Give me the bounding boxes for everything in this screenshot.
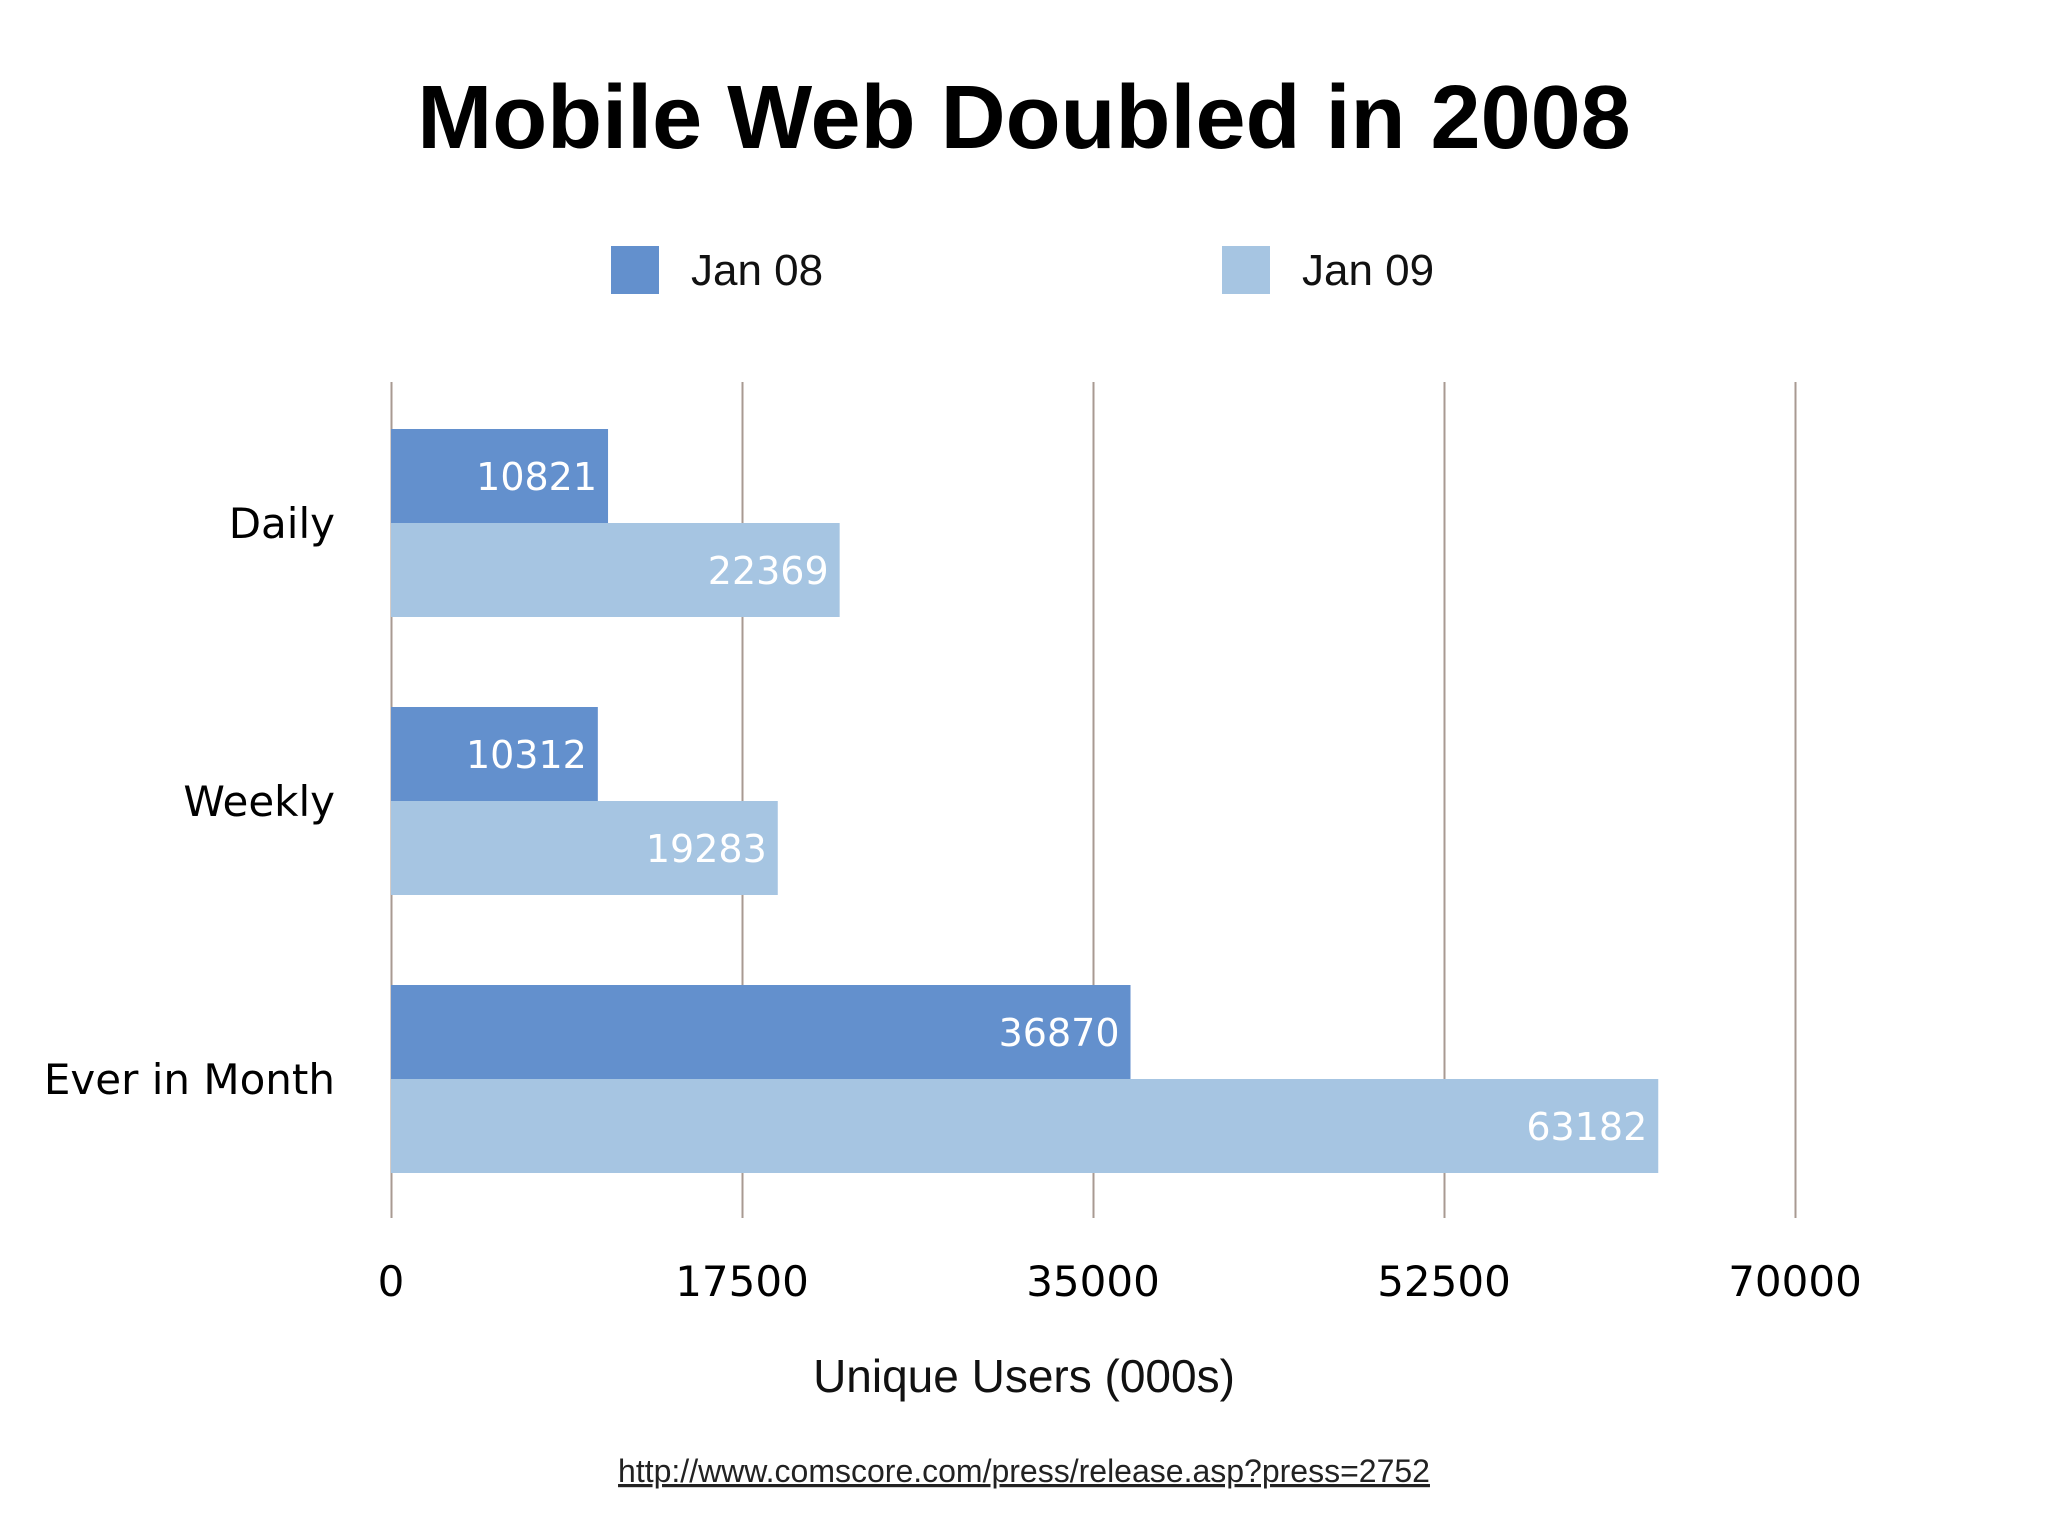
category-labels: Daily Weekly Ever in Month: [44, 499, 335, 1104]
legend-label-jan-08: Jan 08: [691, 246, 823, 295]
category-label-daily: Daily: [229, 499, 335, 548]
bar-daily-jan-08: [391, 429, 609, 523]
bar-ever-in-month-jan-09: [391, 1079, 1659, 1173]
chart-title: Mobile Web Doubled in 2008: [417, 68, 1631, 168]
x-tick-label-2: 35000: [1026, 1257, 1160, 1306]
bar-weekly-jan-09: [391, 801, 778, 895]
bar-ever-in-month-jan-08: [391, 985, 1131, 1079]
x-tick-label-0: 0: [378, 1257, 405, 1306]
legend: Jan 08 Jan 09: [611, 246, 1434, 295]
legend-item-jan-08: Jan 08: [611, 246, 823, 295]
legend-item-jan-09: Jan 09: [1222, 246, 1434, 295]
tick-labels: 0 17500 35000 52500 70000: [378, 1257, 1862, 1306]
legend-label-jan-09: Jan 09: [1302, 246, 1434, 295]
data-label-daily-jan-09: 22369: [708, 549, 829, 593]
data-label-ever-in-month-jan-09: 63182: [1526, 1105, 1647, 1149]
bars: [391, 429, 1659, 1173]
x-axis-label: Unique Users (000s): [813, 1350, 1235, 1402]
category-label-weekly: Weekly: [183, 777, 335, 826]
data-label-weekly-jan-09: 19283: [646, 827, 767, 871]
data-label-ever-in-month-jan-08: 36870: [999, 1011, 1120, 1055]
x-tick-label-3: 52500: [1377, 1257, 1511, 1306]
x-tick-label-1: 17500: [675, 1257, 809, 1306]
category-label-ever-in-month: Ever in Month: [44, 1055, 335, 1104]
data-label-weekly-jan-08: 10312: [466, 733, 587, 777]
legend-swatch-jan-09: [1222, 246, 1270, 294]
legend-swatch-jan-08: [611, 246, 659, 294]
source-link[interactable]: http://www.comscore.com/press/release.as…: [618, 1453, 1430, 1489]
x-tick-label-4: 70000: [1728, 1257, 1862, 1306]
bar-weekly-jan-08: [391, 707, 598, 801]
bar-daily-jan-09: [391, 523, 840, 617]
data-labels: 10821 22369 10312 19283 36870 63182: [466, 455, 1647, 1149]
data-label-daily-jan-08: 10821: [476, 455, 597, 499]
